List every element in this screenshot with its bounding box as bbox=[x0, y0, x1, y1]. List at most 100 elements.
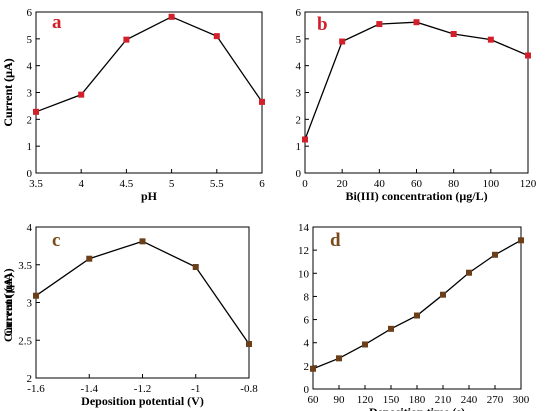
panel-label: b bbox=[317, 14, 328, 35]
y-tick-label: 4 bbox=[304, 338, 310, 350]
y-tick-label: 1 bbox=[27, 141, 33, 153]
y-tick-label: 12 bbox=[298, 245, 309, 257]
y-tick-label: 2 bbox=[296, 114, 302, 126]
data-point bbox=[518, 237, 524, 244]
data-point bbox=[192, 264, 199, 271]
x-tick-label: 150 bbox=[383, 394, 400, 406]
plot-frame bbox=[312, 226, 522, 390]
plot-frame bbox=[304, 11, 529, 174]
data-point bbox=[78, 91, 85, 98]
series-line bbox=[35, 240, 250, 345]
x-tick-label: 300 bbox=[513, 394, 530, 406]
x-tick-label: 3.5 bbox=[29, 178, 43, 190]
y-axis-label: Current (μA) bbox=[1, 268, 15, 336]
x-tick-label: -1 bbox=[191, 383, 200, 395]
data-point bbox=[413, 19, 420, 26]
data-point bbox=[376, 21, 383, 28]
x-tick-label: 210 bbox=[435, 394, 452, 406]
data-point bbox=[362, 341, 368, 348]
panel-a: 3.5 4 4.5 5 5.5 6 0 1 2 3 4 5 6 pH Current (μA) a bbox=[1, 7, 265, 203]
y-tick-label: 4 bbox=[296, 61, 302, 73]
data-point bbox=[33, 108, 39, 115]
x-tick-label: 20 bbox=[337, 178, 349, 190]
panel-d: 60 90 120 150 180 210 240 270 300 0 2 4 6 8 10 12 14 Depo… bbox=[1, 222, 530, 411]
x-tick-label: 0 bbox=[302, 178, 308, 190]
panel-label: c bbox=[52, 230, 60, 251]
data-point bbox=[246, 341, 252, 348]
data-point bbox=[466, 269, 472, 276]
y-tick-label: 6 bbox=[296, 7, 302, 19]
panel-label: a bbox=[52, 12, 62, 33]
x-tick-label: 120 bbox=[357, 394, 374, 406]
x-tick-label: 100 bbox=[483, 178, 500, 190]
series-line bbox=[35, 16, 263, 113]
x-tick-label: 240 bbox=[461, 394, 478, 406]
y-tick-label: 3 bbox=[27, 298, 33, 310]
y-tick-label: 3 bbox=[296, 88, 302, 100]
data-point bbox=[450, 31, 457, 38]
data-point bbox=[414, 312, 420, 319]
data-point bbox=[123, 36, 130, 43]
y-tick-label: 5 bbox=[27, 34, 33, 46]
data-point bbox=[259, 98, 265, 105]
x-tick-label: 4.5 bbox=[120, 178, 134, 190]
y-tick-label: 0 bbox=[304, 384, 310, 396]
panel-label: d bbox=[330, 230, 341, 251]
data-point bbox=[492, 251, 498, 258]
data-point bbox=[86, 255, 93, 262]
x-tick-label: 60 bbox=[411, 178, 423, 190]
x-tick-label: -1.6 bbox=[27, 383, 45, 395]
x-tick-label: -0.8 bbox=[240, 383, 258, 395]
y-tick-label: 6 bbox=[27, 7, 33, 19]
series-line bbox=[304, 21, 529, 140]
panel-c: -1.6 -1.4 -1.2 -1 -0.8 2 2.5 3 3.5 4 Deposition po… bbox=[1, 222, 258, 408]
y-tick-label: 2 bbox=[27, 373, 33, 385]
data-point bbox=[310, 365, 316, 372]
x-tick-label: 180 bbox=[409, 394, 426, 406]
x-tick-label: 270 bbox=[487, 394, 504, 406]
data-point bbox=[336, 355, 342, 362]
x-tick-label: 60 bbox=[308, 394, 320, 406]
x-tick-label: 6 bbox=[259, 178, 265, 190]
plot-frame bbox=[35, 11, 263, 174]
x-tick-label: 5.5 bbox=[210, 178, 224, 190]
y-tick-label: 1 bbox=[296, 141, 302, 153]
y-tick-label: 4 bbox=[27, 222, 33, 234]
data-point bbox=[33, 292, 39, 299]
data-point bbox=[440, 291, 446, 298]
y-tick-label: 5 bbox=[296, 34, 302, 46]
plot-frame bbox=[35, 226, 250, 379]
y-tick-label: 0 bbox=[27, 168, 33, 180]
data-point bbox=[339, 38, 346, 45]
y-tick-label: 0 bbox=[296, 168, 302, 180]
x-tick-label: 90 bbox=[334, 394, 346, 406]
data-point bbox=[213, 33, 220, 40]
y-tick-label: 2 bbox=[27, 114, 33, 126]
data-point bbox=[487, 36, 494, 43]
data-point bbox=[525, 52, 531, 59]
x-tick-label: 80 bbox=[448, 178, 460, 190]
data-point bbox=[302, 136, 308, 143]
y-axis-label: Current (μA) bbox=[1, 58, 15, 126]
x-axis-label: Deposition time (s) bbox=[369, 405, 465, 411]
y-axis-label: Current (μA) bbox=[1, 58, 15, 126]
x-tick-label: 120 bbox=[520, 178, 537, 190]
data-point bbox=[388, 325, 394, 332]
data-point bbox=[139, 238, 146, 245]
y-tick-label: 3.5 bbox=[18, 260, 32, 272]
y-tick-label: 10 bbox=[298, 268, 310, 280]
series-line bbox=[312, 239, 522, 370]
y-tick-label: 2.5 bbox=[18, 335, 32, 347]
x-tick-label: 5 bbox=[169, 178, 175, 190]
x-tick-label: -1.4 bbox=[81, 383, 99, 395]
x-tick-label: 40 bbox=[374, 178, 386, 190]
x-tick-label: -1.2 bbox=[134, 383, 151, 395]
y-tick-label: 3 bbox=[27, 88, 33, 100]
data-point bbox=[168, 13, 175, 20]
y-tick-label: 6 bbox=[304, 315, 310, 327]
x-axis-label: pH bbox=[141, 189, 158, 203]
y-tick-label: 8 bbox=[304, 291, 310, 303]
y-tick-label: 2 bbox=[304, 361, 310, 373]
